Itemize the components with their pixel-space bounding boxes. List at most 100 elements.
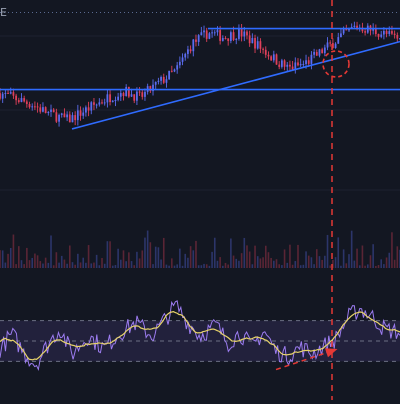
candle-body <box>238 28 240 39</box>
volume-bar <box>383 264 385 268</box>
volume-bar <box>211 251 213 268</box>
volume-bar <box>60 255 63 268</box>
candle-body <box>109 94 111 103</box>
volume-bar <box>160 259 162 268</box>
candle-body <box>197 35 200 42</box>
volume-bar <box>31 257 34 268</box>
volume-bar <box>283 249 286 268</box>
candle-body <box>323 47 326 54</box>
candle-body <box>52 109 55 113</box>
volume-bar <box>227 264 229 268</box>
volume-bar <box>106 241 109 268</box>
volume-bar <box>315 249 318 268</box>
volume-bar <box>356 248 358 268</box>
candle-body <box>79 110 82 116</box>
volume-bar <box>103 263 106 268</box>
candle-body <box>391 31 393 34</box>
volume-bar <box>251 264 254 268</box>
candle-body <box>270 56 273 61</box>
candle-body <box>364 31 367 33</box>
candle-body <box>205 30 208 39</box>
candle-body <box>20 98 23 102</box>
candle-body <box>216 30 219 33</box>
candle-body <box>203 30 205 33</box>
candle-body <box>101 102 103 104</box>
candle-body <box>71 115 74 123</box>
volume-bar <box>270 257 272 268</box>
volume-bar <box>205 264 208 268</box>
rsi-moving-average <box>0 311 400 361</box>
candle-body <box>93 102 95 105</box>
candle-body <box>141 92 144 97</box>
volume-bar <box>369 255 372 268</box>
volume-bar <box>133 265 136 268</box>
candle-body <box>168 70 171 80</box>
candle-body <box>305 60 307 65</box>
volume-bar <box>71 262 74 268</box>
volume-bar <box>184 253 187 268</box>
volume-bar <box>302 264 305 268</box>
volume-bar <box>95 254 98 268</box>
volume-bar <box>222 265 224 268</box>
candle-body <box>127 87 130 97</box>
volume-bar <box>125 261 127 268</box>
candle-body <box>315 52 318 56</box>
candle-body <box>302 64 305 66</box>
divergence-arrowhead <box>324 348 338 358</box>
volume-bar <box>36 255 39 268</box>
candle-body <box>251 37 254 44</box>
candle-body <box>1 93 4 99</box>
candle-body <box>173 69 176 72</box>
volume-bar <box>267 252 270 268</box>
candle-body <box>291 66 294 70</box>
volume-bar <box>173 265 176 268</box>
volume-bar <box>122 250 125 268</box>
volume-bar <box>111 265 114 268</box>
candle-body <box>157 80 160 82</box>
candle-body <box>68 114 71 123</box>
candle-body <box>240 28 243 37</box>
candle-body <box>189 49 192 52</box>
volume-bar <box>326 234 329 268</box>
volume-bar <box>157 247 160 268</box>
volume-bar <box>297 244 299 268</box>
candle-body <box>318 49 321 56</box>
volume-bar <box>216 260 219 268</box>
volume-bar <box>66 263 68 268</box>
candle-body <box>33 106 36 108</box>
candle-body <box>294 62 297 70</box>
volume-bar <box>248 251 251 268</box>
volume-bar <box>23 264 25 268</box>
candle-body <box>47 111 50 114</box>
volume-bar <box>340 265 342 268</box>
volume-bar <box>136 251 138 268</box>
candle-body <box>248 35 251 44</box>
candle-body <box>7 92 9 94</box>
candle-body <box>165 79 168 83</box>
volume-bar <box>181 265 184 268</box>
candle-body <box>208 33 211 39</box>
candle-body <box>353 25 356 27</box>
candle-body <box>60 113 63 115</box>
volume-bar <box>154 246 157 268</box>
candle-body <box>58 114 60 122</box>
candle-body <box>178 61 181 66</box>
volume-bar <box>286 262 289 268</box>
volume-bar <box>141 250 144 268</box>
candle-body <box>119 93 122 97</box>
candle-body <box>219 30 222 41</box>
volume-bar <box>264 245 267 268</box>
candle-body <box>187 49 189 54</box>
volume-bar <box>391 232 393 268</box>
volume-bar <box>90 263 93 268</box>
volume-bar <box>219 257 221 268</box>
candle-body <box>232 32 235 40</box>
volume-bar <box>396 246 399 268</box>
volume-bar <box>39 261 42 268</box>
volume-bar <box>318 256 321 268</box>
volume-bar <box>162 237 165 268</box>
volume-bar <box>109 241 111 268</box>
candle-body <box>372 28 375 31</box>
candle-body <box>256 41 259 49</box>
